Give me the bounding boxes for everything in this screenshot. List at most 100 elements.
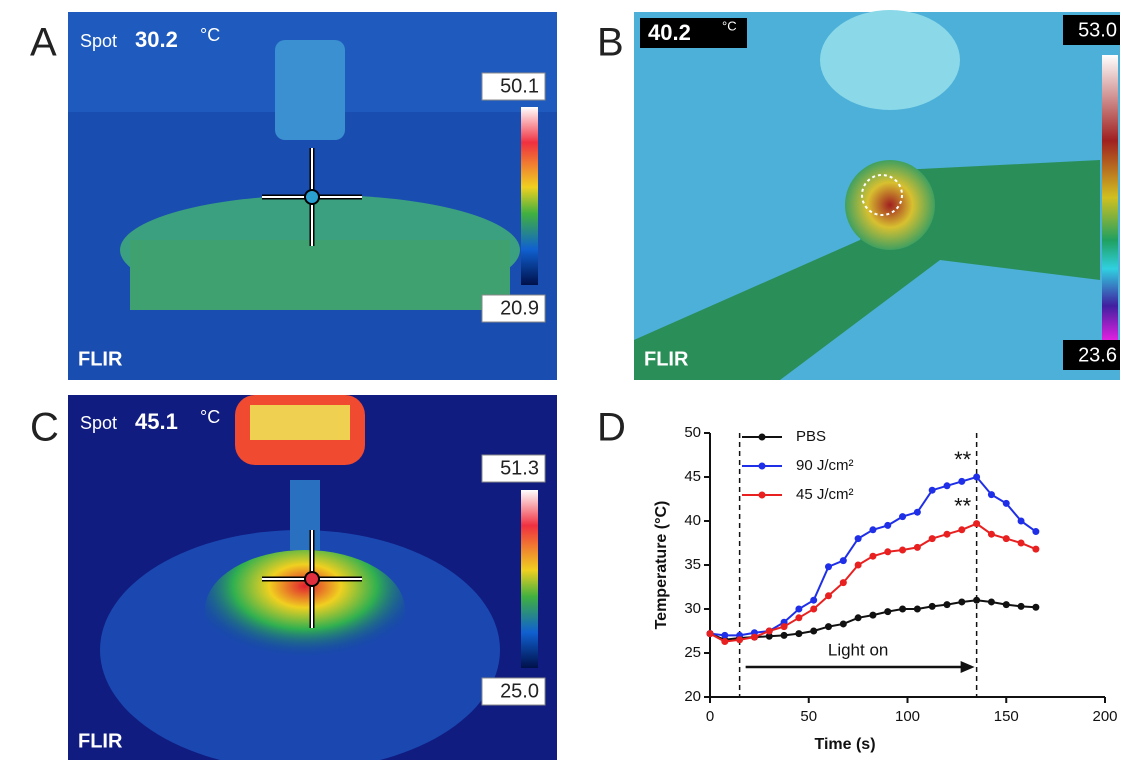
data-point	[944, 601, 951, 608]
data-point	[973, 597, 980, 604]
data-point	[899, 606, 906, 613]
data-point	[1003, 500, 1010, 507]
data-point	[721, 638, 728, 645]
panel-a: A Spot 30.2 °C 50.1 20.9 FLIR	[30, 12, 557, 380]
x-tick-label: 50	[800, 708, 817, 725]
data-point	[736, 636, 743, 643]
y-tick-label: 35	[684, 556, 701, 573]
y-tick-label: 20	[684, 688, 701, 705]
data-point	[1018, 603, 1025, 610]
data-point	[929, 603, 936, 610]
y-tick-label: 25	[684, 644, 701, 661]
panel-letter: C	[30, 406, 59, 450]
data-point	[914, 606, 921, 613]
y-tick-label: 45	[684, 468, 701, 485]
spot-value: 40.2	[648, 20, 691, 45]
unit: °C	[200, 407, 220, 427]
data-point	[1032, 546, 1039, 553]
spot-value: 45.1	[135, 409, 178, 434]
spot-value: 30.2	[135, 27, 178, 52]
data-point	[840, 620, 847, 627]
data-point	[855, 535, 862, 542]
data-point	[1018, 540, 1025, 547]
data-point	[973, 520, 980, 527]
data-point	[869, 526, 876, 533]
data-point	[899, 513, 906, 520]
data-point	[781, 623, 788, 630]
data-point	[810, 628, 817, 635]
significance: **	[954, 447, 972, 472]
data-point	[869, 553, 876, 560]
brand: FLIR	[78, 730, 123, 752]
data-point	[944, 482, 951, 489]
x-tick-label: 150	[994, 708, 1019, 725]
data-point	[810, 606, 817, 613]
y-tick-label: 40	[684, 512, 701, 529]
data-point	[810, 597, 817, 604]
data-point	[825, 563, 832, 570]
data-point	[825, 623, 832, 630]
figure: A Spot 30.2 °C 50.1 20.9 FLIR B 40.2 °C …	[0, 0, 1127, 760]
y-tick-label: 50	[684, 424, 701, 441]
data-point	[1003, 601, 1010, 608]
data-point	[721, 632, 728, 639]
x-tick-label: 200	[1092, 708, 1117, 725]
data-point	[1032, 528, 1039, 535]
arrow-head	[961, 661, 975, 673]
data-point	[973, 474, 980, 481]
data-point	[884, 548, 891, 555]
legend-label: PBS	[796, 428, 826, 445]
data-point	[781, 632, 788, 639]
data-point	[855, 614, 862, 621]
spot-label: Spot	[80, 413, 117, 433]
scale-min: 20.9	[500, 297, 539, 319]
significance: **	[954, 493, 972, 518]
data-point	[958, 526, 965, 533]
panel-c: C Spot 45.1 °C 51.3 25.0 FLIR	[30, 395, 557, 760]
series-line	[710, 600, 1036, 640]
data-point	[988, 531, 995, 538]
panel-letter: B	[597, 21, 624, 65]
data-point	[840, 579, 847, 586]
data-point	[914, 509, 921, 516]
y-axis-label: Temperature (°C)	[653, 501, 670, 630]
legend-label: 45 J/cm²	[796, 486, 854, 503]
x-tick-label: 0	[706, 708, 714, 725]
data-point	[751, 634, 758, 641]
brand: FLIR	[78, 348, 123, 370]
series-line	[710, 524, 1036, 642]
data-point	[958, 598, 965, 605]
panel-letter: D	[597, 406, 626, 450]
data-point	[958, 478, 965, 485]
data-point	[914, 544, 921, 551]
legend-marker	[759, 492, 766, 499]
data-point	[795, 614, 802, 621]
data-point	[1003, 535, 1010, 542]
x-axis-label: Time (s)	[814, 736, 875, 753]
panel-d: D Time (s) Temperature (°C) 202530354045…	[597, 406, 1118, 754]
legend-label: 90 J/cm²	[796, 457, 854, 474]
data-point	[1018, 518, 1025, 525]
panel-b: B 40.2 °C 53.0 23.6 FLIR	[597, 10, 1120, 380]
brand: FLIR	[644, 348, 689, 370]
data-point	[795, 606, 802, 613]
data-point	[899, 547, 906, 554]
data-point	[944, 531, 951, 538]
data-point	[840, 557, 847, 564]
data-point	[795, 630, 802, 637]
data-point	[988, 598, 995, 605]
data-point	[855, 562, 862, 569]
data-point	[929, 487, 936, 494]
scale-min: 25.0	[500, 680, 539, 702]
data-point	[929, 535, 936, 542]
arrow-label: Light on	[828, 640, 889, 659]
data-point	[766, 628, 773, 635]
scale-max: 50.1	[500, 75, 539, 97]
scale-min: 23.6	[1078, 344, 1117, 366]
data-point	[1032, 604, 1039, 611]
unit: °C	[722, 18, 737, 33]
panel-letter: A	[30, 21, 57, 65]
data-point	[884, 522, 891, 529]
data-point	[825, 592, 832, 599]
legend-marker	[759, 463, 766, 470]
